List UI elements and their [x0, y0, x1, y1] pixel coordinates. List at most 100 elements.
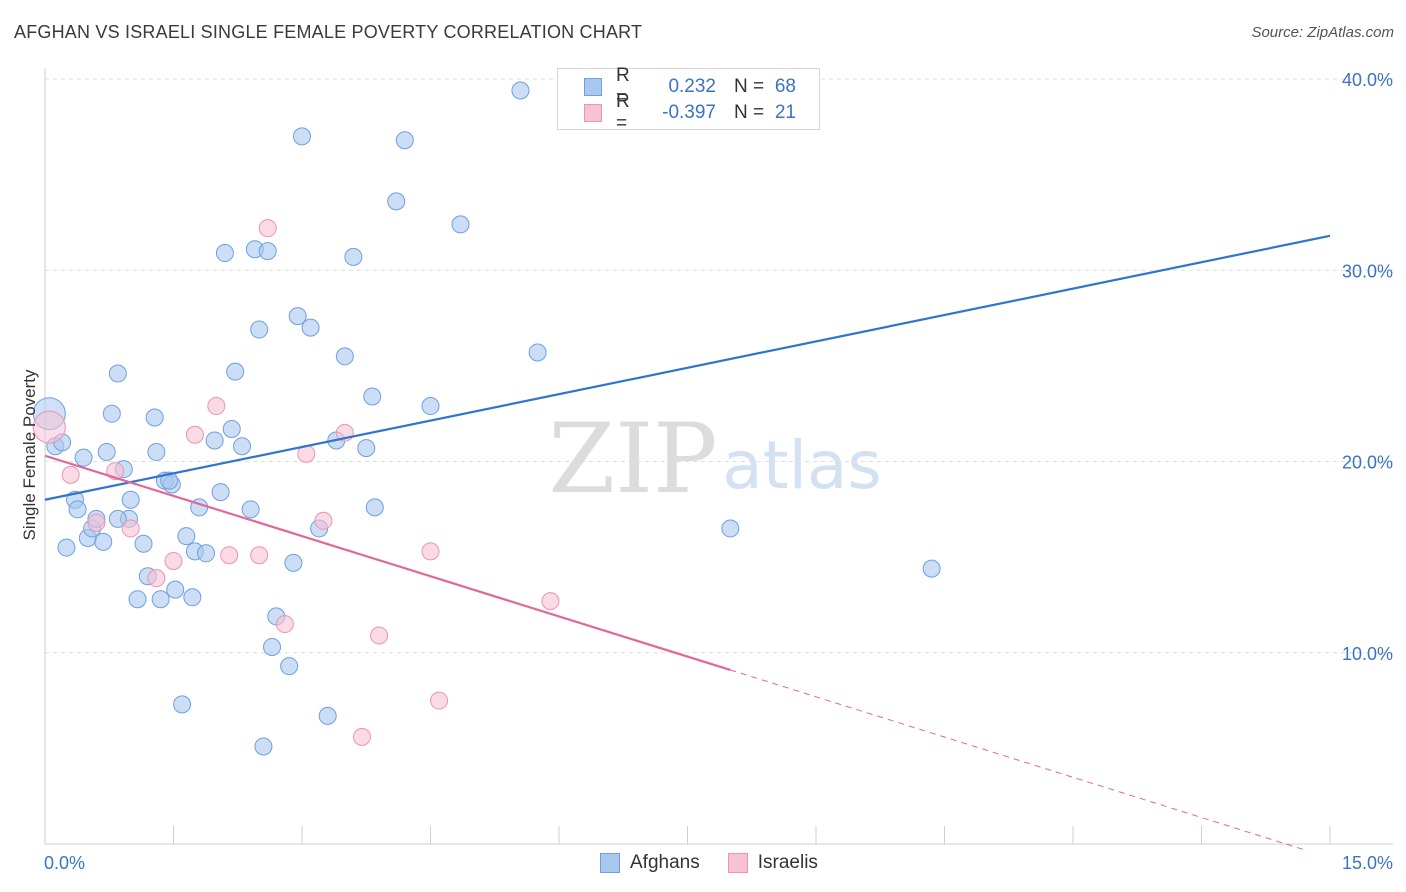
afghan-point: [128, 590, 147, 609]
israeli-point: [352, 727, 371, 746]
israeli-point: [185, 425, 204, 444]
n-label: N =: [734, 102, 765, 123]
afghan-point: [511, 81, 530, 100]
legend-label-afghans: Afghans: [630, 852, 700, 873]
trendlines: [44, 234, 1331, 851]
gridlines: [45, 78, 1393, 654]
israeli-point: [87, 513, 106, 532]
afghan-point: [263, 638, 282, 657]
afghan-point: [254, 737, 273, 756]
israeli-point: [314, 511, 333, 530]
afghan-point: [94, 532, 113, 551]
afghan-point: [365, 498, 384, 517]
israeli-point: [32, 410, 66, 444]
afghan-point: [102, 404, 121, 423]
israeli-point: [147, 569, 166, 588]
watermark-zip: ZIP: [548, 403, 717, 515]
afghans-swatch: [600, 853, 620, 873]
afghan-point: [68, 500, 87, 519]
legend-row-afghans: R = 0.232 N = 68: [584, 65, 796, 108]
israeli-point: [61, 465, 80, 484]
r-value: 0.232: [668, 76, 716, 97]
afghan-point: [226, 362, 245, 381]
afghan-point: [166, 580, 185, 599]
afghan-point: [721, 519, 740, 538]
afghan-point: [335, 347, 354, 366]
y-tick-label: 40.0%: [1342, 70, 1393, 90]
israeli-trendline-extension: [730, 669, 1305, 851]
afghan-point: [121, 490, 140, 509]
afghan-point: [108, 509, 127, 528]
israeli-point: [250, 546, 269, 565]
axes: [44, 68, 1393, 845]
afghan-point: [363, 387, 382, 406]
y-tick-label: 20.0%: [1342, 453, 1393, 473]
afghan-point: [211, 483, 230, 502]
afghan-point: [108, 364, 127, 383]
israeli-point: [421, 542, 440, 561]
y-axis-label: Single Female Poverty: [20, 369, 39, 541]
n-value: 68: [774, 76, 796, 97]
afghan-point: [147, 442, 166, 461]
legend-label-israelis: Israelis: [757, 852, 818, 873]
r-value: -0.397: [662, 102, 716, 123]
correlation-legend: R = 0.232 N = 68 R = -0.397 N = 21: [557, 65, 820, 134]
afghan-point: [280, 657, 299, 676]
afghan-point: [922, 559, 941, 578]
afghan-trendline: [44, 234, 1331, 501]
afghan-point: [173, 695, 192, 714]
israeli-point: [370, 626, 389, 645]
afghan-point: [387, 192, 406, 211]
afghan-point: [421, 397, 440, 416]
watermark-atlas: atlas: [722, 427, 882, 504]
israelis-swatch: [584, 104, 602, 122]
n-label: N =: [734, 76, 765, 97]
israeli-point: [541, 592, 560, 611]
series-legend: Afghans Israelis: [600, 852, 846, 874]
afghan-point: [215, 244, 234, 263]
afghan-point: [97, 442, 116, 461]
israeli-point: [207, 397, 226, 416]
afghan-point: [301, 318, 320, 337]
israeli-point: [121, 519, 140, 538]
afghan-point: [57, 538, 76, 557]
afghan-point: [293, 127, 311, 146]
israeli-point: [220, 546, 239, 565]
y-tick-label: 30.0%: [1342, 261, 1393, 281]
israeli-point: [258, 219, 277, 238]
afghan-point: [222, 419, 241, 438]
afghan-point: [134, 534, 153, 553]
israelis-swatch: [727, 853, 748, 873]
afghan-point: [318, 706, 337, 725]
r-label: R =: [616, 65, 630, 108]
watermark: ZIP atlas: [548, 403, 881, 515]
afghan-point: [205, 431, 224, 450]
x-tick-label: 0.0%: [44, 853, 85, 873]
israeli-trendline: [44, 454, 731, 672]
tick-labels: 10.0% 20.0% 30.0% 40.0% 0.0% 15.0%: [44, 70, 1393, 873]
legend-item-afghans: Afghans: [600, 852, 700, 874]
afghan-point: [357, 439, 376, 458]
israeli-point: [164, 551, 183, 570]
israeli-point: [275, 615, 294, 634]
afghan-point: [344, 247, 363, 266]
r-label: R =: [616, 91, 630, 134]
afghan-point: [451, 215, 470, 234]
legend-item-israelis: Israelis: [727, 852, 818, 874]
afghan-point: [160, 471, 179, 490]
afghan-point: [395, 131, 414, 150]
chart-title: AFGHAN VS ISRAELI SINGLE FEMALE POVERTY …: [14, 22, 643, 42]
source-label: Source: ZipAtlas.com: [1251, 24, 1394, 41]
afghans-swatch: [584, 78, 602, 96]
israeli-point: [430, 691, 449, 710]
y-tick-label: 10.0%: [1342, 644, 1393, 664]
x-tick-label: 15.0%: [1342, 853, 1393, 873]
afghan-point: [151, 590, 170, 609]
afghan-point: [258, 242, 277, 261]
legend-row-israelis: R = -0.397 N = 21: [584, 91, 796, 134]
afghan-point: [284, 553, 303, 572]
afghan-point: [197, 544, 216, 563]
afghan-point: [145, 408, 164, 427]
afghan-point: [74, 448, 93, 467]
